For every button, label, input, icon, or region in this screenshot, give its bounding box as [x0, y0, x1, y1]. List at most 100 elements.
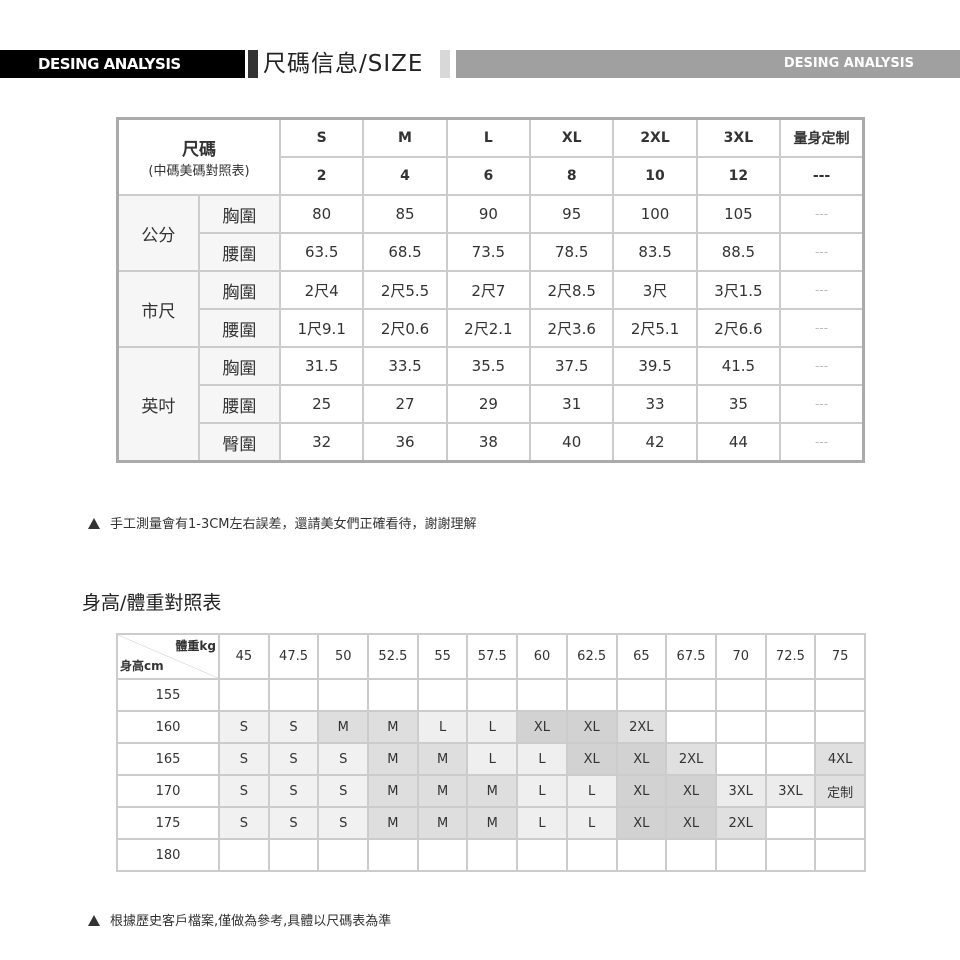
- weight-header: 75: [814, 633, 866, 680]
- table-row: 160 S S M M L L XL XL 2XL: [116, 710, 866, 744]
- measure-value: 32: [278, 422, 365, 463]
- size-cell: XL: [615, 774, 668, 808]
- size-cell: M: [367, 710, 419, 744]
- measure-label: 腰圍: [197, 384, 282, 424]
- size-cell: 2XL: [714, 806, 767, 840]
- size-cell: M: [367, 742, 419, 776]
- measure-value: ---: [779, 384, 865, 424]
- weight-header: 72.5: [764, 633, 817, 680]
- measure-value: 42: [612, 422, 698, 463]
- warning-icon: [88, 518, 100, 529]
- header-right-banner: DESING ANALYSIS: [456, 50, 960, 78]
- size-cell: 2XL: [665, 742, 717, 776]
- size-cell: L: [565, 806, 618, 840]
- size-cell: XL: [565, 710, 618, 744]
- measure-label: 腰圍: [197, 308, 282, 348]
- size-cell: S: [317, 774, 370, 808]
- size-cell: M: [367, 806, 419, 840]
- measure-value: 90: [445, 194, 532, 234]
- size-cell: [516, 678, 568, 712]
- measure-label: 腰圍: [197, 232, 282, 272]
- size-header: XL: [529, 117, 615, 158]
- measure-value: 38: [445, 422, 532, 463]
- header-divider: [248, 50, 258, 78]
- size-cell: M: [466, 774, 519, 808]
- size-cell: [267, 838, 320, 872]
- measure-value: 63.5: [278, 232, 365, 272]
- size-cell: [665, 838, 717, 872]
- measure-value: 39.5: [612, 346, 698, 386]
- size-cell: 定制: [814, 774, 866, 808]
- unit-label: 英吋: [116, 346, 200, 463]
- size-cell: M: [416, 742, 469, 776]
- size-cell: S: [317, 742, 370, 776]
- size-header: 2XL: [612, 117, 698, 158]
- size-cell: S: [267, 742, 320, 776]
- size-cell: [218, 838, 270, 872]
- us-size: ---: [779, 156, 865, 196]
- table-row: 臀圍 32 36 38 40 42 44 ---: [118, 422, 865, 463]
- us-size-row: 2 4 6 8 10 12 ---: [118, 156, 865, 196]
- size-cell: [764, 838, 817, 872]
- size-cell: [714, 678, 767, 712]
- measure-value: 36: [362, 422, 448, 463]
- weight-header: 55: [416, 633, 469, 680]
- height-label: 170: [116, 774, 220, 808]
- measure-value: 33: [612, 384, 698, 424]
- measure-value: 2尺5.1: [612, 308, 698, 348]
- table-row: 170 S S S M M M L L XL XL 3XL 3XL 定制: [116, 774, 866, 808]
- size-cell: S: [267, 806, 320, 840]
- measure-value: 35: [695, 384, 782, 424]
- header-divider: [440, 50, 450, 78]
- size-cell: L: [516, 806, 568, 840]
- weight-header: 60: [516, 633, 568, 680]
- size-cell: [764, 806, 817, 840]
- measure-label: 胸圍: [197, 194, 282, 234]
- size-header: L: [445, 117, 532, 158]
- measure-value: 3尺1.5: [695, 270, 782, 310]
- size-cell: M: [466, 806, 519, 840]
- table-row: 公分 胸圍 80 85 90 95 100 105 ---: [116, 194, 865, 272]
- size-cell: [814, 710, 866, 744]
- size-cell: [714, 710, 767, 744]
- warning-icon: [88, 915, 100, 926]
- size-cell: L: [416, 710, 469, 744]
- size-cell: 4XL: [814, 742, 866, 776]
- measure-value: 2尺6.6: [695, 308, 782, 348]
- size-header: M: [362, 117, 448, 158]
- size-cell: [814, 806, 866, 840]
- measure-value: 29: [445, 384, 532, 424]
- size-cell: XL: [615, 806, 668, 840]
- size-cell: 3XL: [714, 774, 767, 808]
- corner-cell: 尺碼 (中碼美碼對照表): [116, 117, 281, 196]
- size-header-row: 尺碼 (中碼美碼對照表) S M L XL 2XL 3XL 量身定制: [116, 117, 865, 196]
- size-cell: [267, 678, 320, 712]
- measure-value: 2尺2.1: [445, 308, 532, 348]
- measure-value: 2尺0.6: [362, 308, 448, 348]
- table-row: 市尺 胸圍 2尺4 2尺5.5 2尺7 2尺8.5 3尺 3尺1.5 ---: [116, 270, 865, 348]
- size-cell: S: [218, 742, 270, 776]
- weight-header: 67.5: [665, 633, 717, 680]
- measure-value: 27: [362, 384, 448, 424]
- header-left-banner: DESING ANALYSIS: [0, 50, 245, 78]
- measure-value: 105: [695, 194, 782, 234]
- size-cell: [665, 710, 717, 744]
- measure-value: 2尺5.5: [362, 270, 448, 310]
- us-size: 10: [612, 156, 698, 196]
- measure-value: ---: [779, 232, 865, 272]
- size-cell: XL: [516, 710, 568, 744]
- section-title: 尺碼信息/SIZE: [263, 51, 424, 77]
- size-cell: [764, 678, 817, 712]
- size-cell: [814, 678, 866, 712]
- size-cell: 3XL: [764, 774, 817, 808]
- measure-value: 95: [529, 194, 615, 234]
- height-label: 155: [116, 678, 220, 712]
- measure-value: 31.5: [278, 346, 365, 386]
- size-cell: L: [466, 710, 519, 744]
- size-cell: [218, 678, 270, 712]
- size-cell: [416, 678, 469, 712]
- measure-value: 25: [278, 384, 365, 424]
- size-cell: L: [516, 774, 568, 808]
- note-text: 根據歷史客戶檔案,僅做為參考,具體以尺碼表為準: [110, 914, 392, 929]
- size-table: 尺碼 (中碼美碼對照表) S M L XL 2XL 3XL 量身定制 2 4 6 8 10 12 --- 公分胸…: [116, 117, 865, 463]
